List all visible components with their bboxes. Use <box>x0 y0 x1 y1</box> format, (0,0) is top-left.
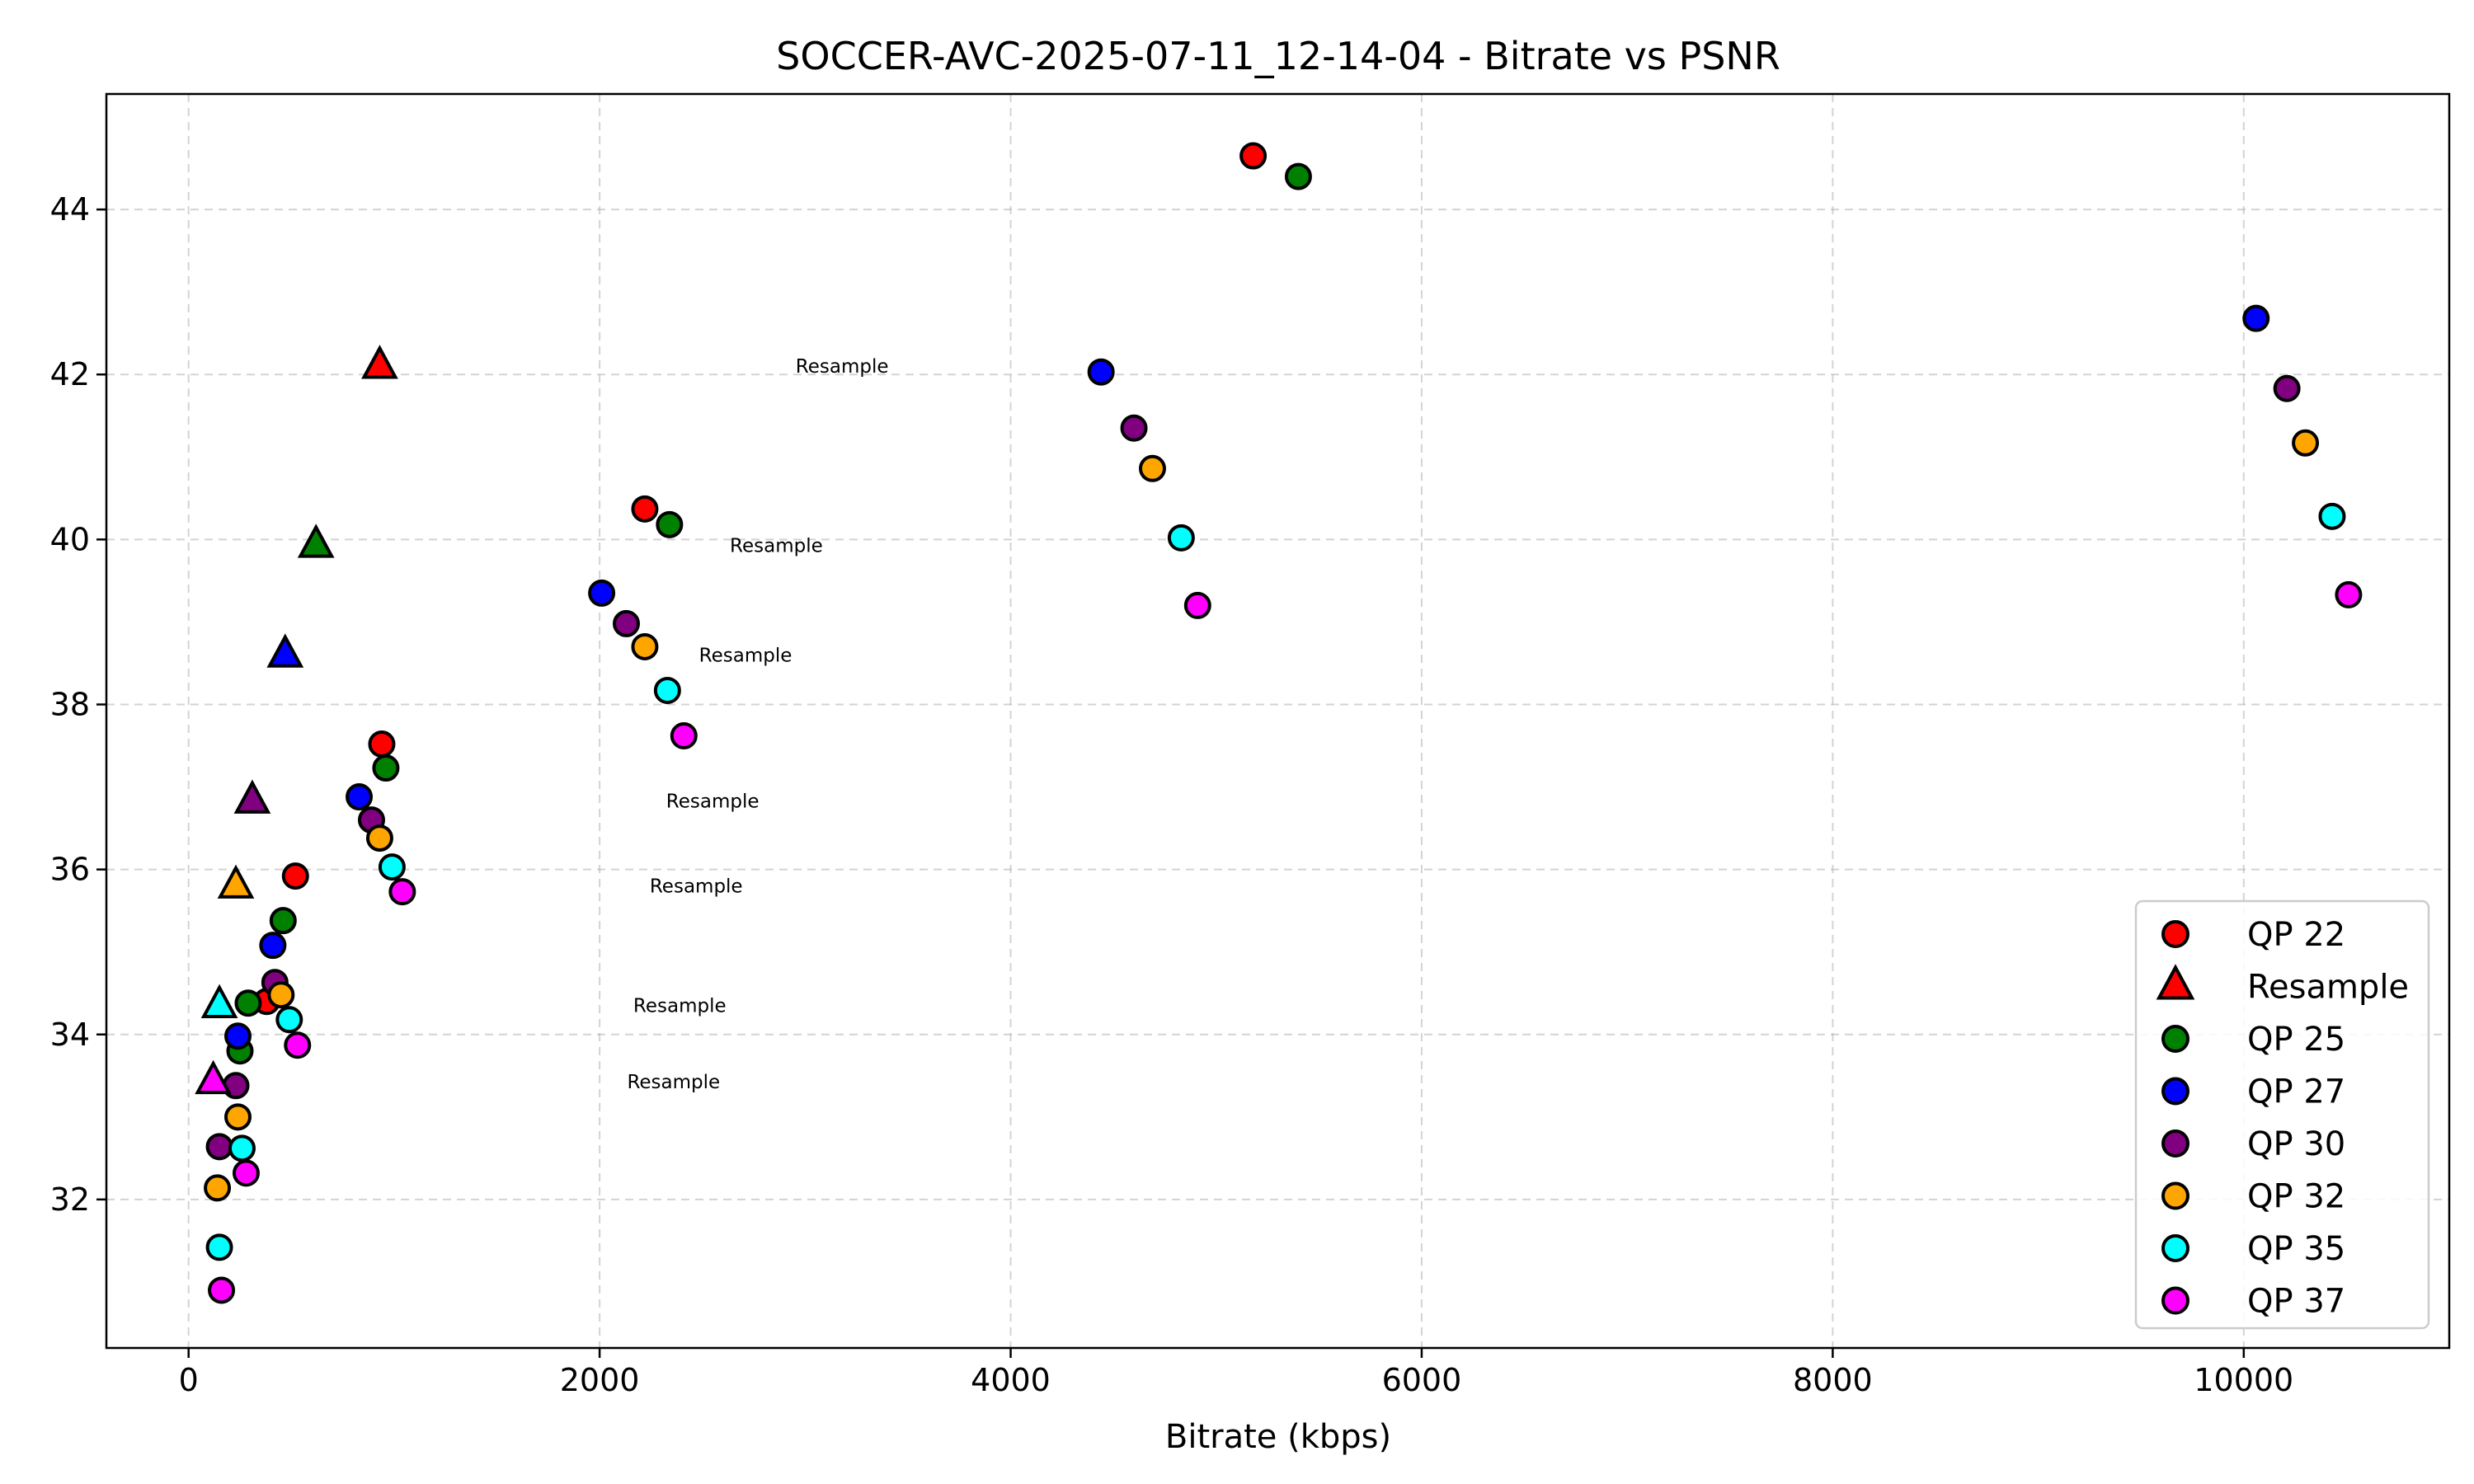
resample-triangle-point <box>233 779 271 814</box>
scatter-point <box>275 1006 303 1034</box>
resample-annotation: Resample <box>730 535 823 556</box>
scatter-point <box>372 754 400 782</box>
scatter-point <box>281 862 309 890</box>
scatter-point <box>2318 502 2346 530</box>
scatter-point <box>653 676 681 704</box>
resample-annotation: Resample <box>633 996 727 1017</box>
resample-triangle-point <box>297 524 335 558</box>
legend-marker <box>2161 1181 2189 1210</box>
scatter-point <box>2242 304 2270 332</box>
y-tick-label: 42 <box>50 356 90 392</box>
scatter-point <box>631 632 659 660</box>
scatter-point <box>267 981 295 1009</box>
scatter-point <box>1183 591 1211 619</box>
resample-annotation: Resample <box>650 876 743 898</box>
legend-box <box>2134 899 2430 1330</box>
x-tick-label: 6000 <box>1382 1362 1462 1398</box>
scatter-point <box>223 1103 252 1131</box>
scatter-point <box>1284 162 1312 190</box>
scatter-point <box>365 824 393 852</box>
scatter-point <box>1120 414 1148 442</box>
scatter-point <box>204 1174 232 1202</box>
scatter-point <box>656 510 684 538</box>
resample-triangle-point <box>217 864 255 899</box>
scatter-point <box>388 878 416 906</box>
y-tick-label: 34 <box>50 1017 90 1053</box>
scatter-point <box>2335 580 2363 608</box>
legend-entry-label: QP 27 <box>2247 1073 2345 1111</box>
scatter-point <box>346 783 374 811</box>
scatter-point <box>1087 358 1115 386</box>
scatter-point <box>269 907 297 935</box>
legend-marker <box>2161 920 2189 948</box>
x-tick-label: 2000 <box>560 1362 640 1398</box>
scatter-point <box>1138 454 1166 482</box>
scatter-point <box>378 853 406 881</box>
scatter-point <box>284 1031 312 1059</box>
resample-annotation: Resample <box>627 1072 720 1093</box>
data-points <box>195 142 2363 1304</box>
scatter-point <box>631 495 659 523</box>
x-tick-label: 4000 <box>971 1362 1051 1398</box>
y-tick-label: 44 <box>50 191 90 228</box>
legend-entry-label: QP 32 <box>2247 1178 2345 1216</box>
legend: QP 22 Resample QP 25 QP 27 QP 30 QP 32 QP 35 QP… <box>2134 899 2430 1330</box>
scatter-point <box>205 1133 233 1161</box>
legend-entry-label: QP 37 <box>2247 1283 2345 1321</box>
y-tick-label: 32 <box>50 1181 90 1218</box>
axis-ticks: 0 2000 4000 6000 8000 10000 32 34 36 38 40 42 44 <box>50 191 2294 1398</box>
resample-triangle-point <box>266 633 304 668</box>
scatter-point <box>1239 142 1268 170</box>
scatter-point <box>234 989 262 1017</box>
x-tick-label: 8000 <box>1793 1362 1873 1398</box>
scatter-point <box>1167 524 1195 552</box>
legend-marker <box>2161 1025 2189 1053</box>
scatter-point <box>259 932 287 960</box>
legend-entry-label: QP 30 <box>2247 1125 2345 1163</box>
legend-marker <box>2161 1234 2189 1262</box>
resample-triangle-point <box>200 984 238 1019</box>
legend-entry-label: Resample <box>2247 969 2409 1007</box>
scatter-point <box>205 1233 233 1261</box>
scatter-point <box>228 1134 256 1162</box>
annotations: Resample Resample Resample Resample Resample… <box>627 356 888 1093</box>
resample-annotation: Resample <box>666 791 760 813</box>
x-tick-label: 10000 <box>2194 1362 2293 1398</box>
scatter-point <box>232 1159 260 1187</box>
legend-entry-label: QP 22 <box>2247 916 2345 954</box>
legend-marker <box>2161 1129 2189 1158</box>
y-tick-label: 36 <box>50 852 90 888</box>
resample-triangle-point <box>195 1059 232 1095</box>
legend-entry-label: QP 35 <box>2247 1230 2345 1268</box>
scatter-point <box>368 730 396 758</box>
plot-frame <box>105 92 2451 1350</box>
legend-marker <box>2161 1077 2189 1106</box>
legend-marker <box>2156 964 2195 1000</box>
legend-marker <box>2161 1286 2189 1315</box>
scatter-point <box>223 1022 252 1050</box>
legend-entry-label: QP 25 <box>2247 1021 2345 1059</box>
resample-annotation: Resample <box>699 645 793 666</box>
y-tick-label: 38 <box>50 686 90 722</box>
y-tick-label: 40 <box>50 521 90 557</box>
scatter-point <box>670 722 698 750</box>
x-tick-label: 0 <box>179 1362 199 1398</box>
x-axis-label: Bitrate (kbps) <box>1165 1418 1391 1456</box>
grid <box>106 94 2449 1348</box>
scatter-point <box>208 1276 236 1304</box>
resample-triangle-point <box>361 345 398 379</box>
scatter-point <box>2292 429 2320 457</box>
scatter-point <box>2273 374 2301 402</box>
scatter-point <box>588 579 616 607</box>
chart-title: SOCCER-AVC-2025-07-11_12-14-04 - Bitrate… <box>776 34 1780 78</box>
resample-annotation: Resample <box>796 356 889 378</box>
scatter-point <box>613 609 641 637</box>
